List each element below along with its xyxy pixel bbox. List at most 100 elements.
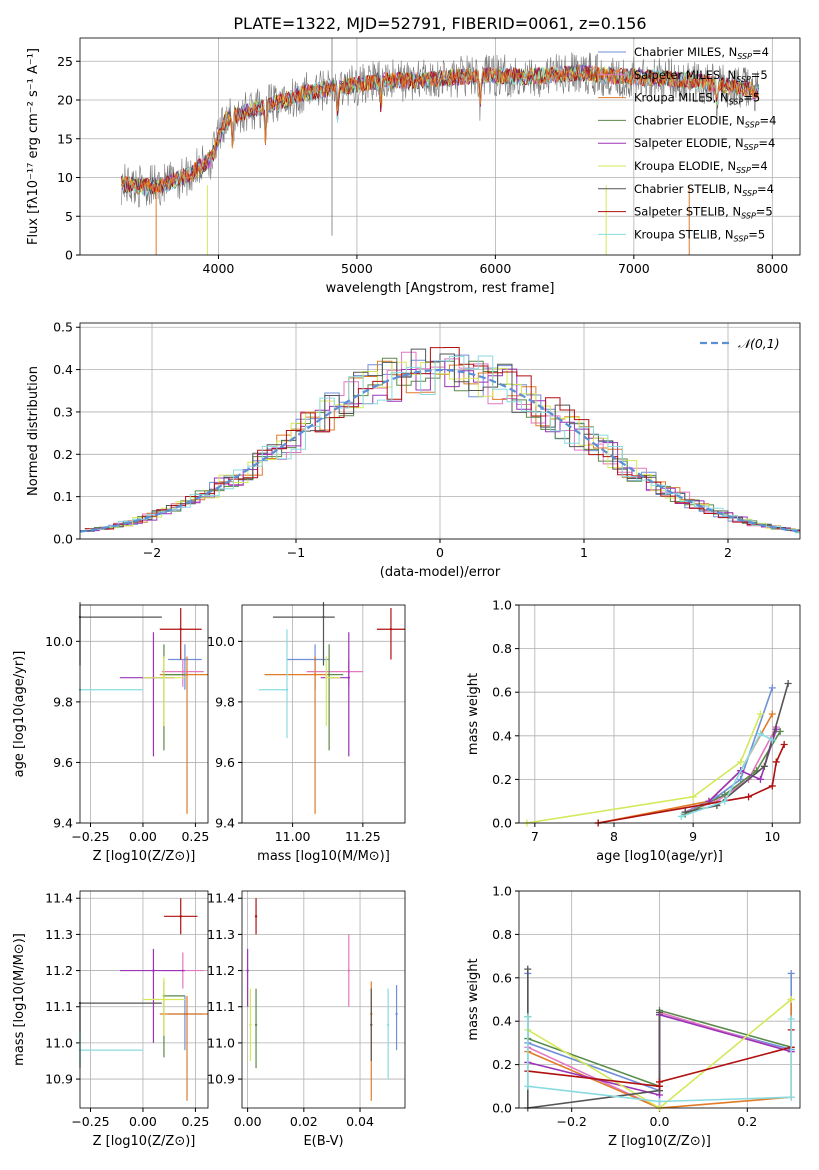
point-kroupa_elodie bbox=[162, 998, 166, 1001]
marker-kroupa_miles bbox=[768, 710, 776, 718]
marker-kroupa_stelib bbox=[756, 730, 764, 738]
axes-frame bbox=[79, 37, 801, 256]
y-tick-label: 0.0 bbox=[53, 532, 73, 547]
y-tick-label: 0.5 bbox=[53, 320, 73, 335]
y-axis-label: Flux [fλ10⁻¹⁷ erg cm⁻² s⁻¹ A⁻¹] bbox=[26, 48, 41, 245]
point-kroupa_elodie bbox=[162, 676, 166, 679]
series-kroupa_miles bbox=[598, 713, 773, 824]
y-tick-label: 0.6 bbox=[492, 970, 512, 985]
marker-salpeter_stelib bbox=[656, 1078, 663, 1086]
y-tick-label: 1.0 bbox=[492, 598, 512, 613]
point-salpeter_elodie bbox=[152, 969, 155, 972]
axes-frame bbox=[518, 890, 801, 1109]
axes-frame bbox=[241, 890, 406, 1109]
marker-chabrier_elodie bbox=[776, 727, 784, 735]
y-tick-label: 0.4 bbox=[492, 728, 512, 743]
legend-entry: Kroupa MILES, NSSP=5 bbox=[634, 91, 760, 107]
point-salpeter_stelib bbox=[389, 628, 393, 631]
point-salpeter_miles bbox=[181, 670, 185, 673]
marker-kroupa_stelib bbox=[677, 812, 685, 820]
y-tick-label: 11.3 bbox=[207, 927, 235, 942]
y-tick-label: 0.8 bbox=[492, 927, 512, 942]
y-tick-label: 11.1 bbox=[45, 999, 73, 1014]
y-tick-label: 10.0 bbox=[45, 634, 73, 649]
y-tick-label: 0.4 bbox=[492, 1014, 512, 1029]
x-tick-label: 0.04 bbox=[346, 1114, 374, 1129]
x-tick-label: 7000 bbox=[618, 261, 650, 276]
panel-weight_vs_Z: −0.2 0.0 0.2 0.0 0.2 0.4 0.6 0.8 1.0 Z [log10(Z/Z… bbox=[466, 884, 801, 1149]
marker-kroupa_stelib bbox=[524, 1082, 532, 1090]
point-chabrier_stelib bbox=[322, 615, 325, 619]
y-tick-label: 0.2 bbox=[492, 772, 512, 787]
x-axis-label: E(B-V) bbox=[303, 1134, 343, 1149]
x-tick-label: 4000 bbox=[203, 261, 235, 276]
marker-kroupa_stelib bbox=[656, 1097, 663, 1105]
x-tick-label: 9 bbox=[689, 829, 697, 844]
y-tick-label: 9.8 bbox=[215, 694, 235, 709]
axes-frame bbox=[241, 604, 406, 824]
y-tick-label: 5 bbox=[65, 209, 73, 224]
point-chabrier_elodie bbox=[327, 673, 331, 676]
spectrum-model-kroupa_miles bbox=[121, 63, 759, 195]
x-tick-label: 2 bbox=[724, 545, 732, 560]
y-tick-label: 0.1 bbox=[53, 489, 73, 504]
marker-salpeter_stelib bbox=[745, 793, 753, 801]
marker-chabrier_miles bbox=[787, 969, 795, 977]
y-tick-label: 0.2 bbox=[53, 447, 73, 462]
marker-chabrier_stelib bbox=[784, 679, 792, 687]
point-kroupa_miles bbox=[313, 673, 317, 676]
point-kroupa_miles bbox=[185, 1012, 189, 1016]
panel-spectrum: 4000 5000 6000 7000 8000 0 5 10 15 20 25 wavelength… bbox=[26, 37, 801, 296]
y-tick-label: 9.8 bbox=[53, 694, 73, 709]
x-axis-label: age [log10(age/yr)] bbox=[596, 849, 723, 864]
y-tick-label: 11.3 bbox=[45, 927, 73, 942]
series-chabrier_elodie bbox=[684, 730, 781, 816]
legend-entry: Salpeter STELIB, NSSP=5 bbox=[634, 205, 773, 221]
y-tick-label: 10 bbox=[57, 170, 73, 185]
x-axis-label: Z [log10(Z/Z⊙)] bbox=[608, 1134, 711, 1149]
marker-kroupa_stelib bbox=[768, 736, 776, 744]
x-tick-label: 0.0 bbox=[650, 1114, 670, 1129]
y-tick-label: 10.9 bbox=[45, 1072, 73, 1087]
x-tick-label: 7 bbox=[531, 829, 539, 844]
panel-mass_vs_Z: −0.25 0.00 0.25 10.9 11.0 11.1 11.2 11.3 11.4 Z [… bbox=[12, 890, 209, 1149]
x-tick-label: 0.25 bbox=[181, 829, 209, 844]
marker-chabrier_elodie bbox=[721, 791, 729, 799]
point-salpeter_stelib bbox=[179, 628, 182, 631]
marker-kroupa_elodie bbox=[737, 758, 745, 766]
y-tick-label: 15 bbox=[57, 131, 73, 146]
marker-salpeter_stelib bbox=[780, 741, 788, 749]
marker-kroupa_elodie bbox=[756, 710, 764, 718]
x-tick-label: −0.2 bbox=[557, 1114, 587, 1129]
axes-frame bbox=[79, 890, 209, 1109]
panel-mass_vs_ebv: 0.00 0.02 0.04 10.9 11.0 11.1 11.2 11.3 11.4 E(B-… bbox=[207, 890, 406, 1149]
point-kroupa_elodie bbox=[325, 676, 328, 679]
x-tick-label: 0.00 bbox=[234, 1114, 262, 1129]
point-kroupa_stelib bbox=[386, 1023, 390, 1027]
panel-weight_vs_age: 7 8 9 10 0.0 0.2 0.4 0.6 0.8 1.0 age [log10(age/yr… bbox=[466, 598, 801, 864]
y-tick-label: 11.1 bbox=[207, 999, 235, 1014]
point-salpeter_elodie bbox=[246, 969, 249, 972]
gaussian-curve bbox=[79, 368, 801, 533]
x-tick-label: 11.25 bbox=[345, 829, 381, 844]
x-tick-label: 0.2 bbox=[737, 1114, 757, 1129]
marker-chabrier_miles bbox=[768, 684, 776, 692]
marker-salpeter_elodie bbox=[756, 775, 764, 783]
legend-entry: Salpeter MILES, NSSP=5 bbox=[634, 68, 768, 84]
point-salpeter_miles bbox=[347, 969, 350, 972]
point-kroupa_miles bbox=[185, 673, 189, 676]
series-kroupa_elodie bbox=[526, 713, 762, 824]
y-tick-label: 0.4 bbox=[53, 362, 73, 377]
y-tick-label: 25 bbox=[57, 54, 73, 69]
x-tick-label: 5000 bbox=[341, 261, 373, 276]
y-tick-label: 11.2 bbox=[207, 963, 235, 978]
x-tick-label: 1 bbox=[580, 545, 588, 560]
point-kroupa_elodie bbox=[249, 1023, 252, 1027]
series-chabrier_stelib bbox=[527, 969, 661, 1109]
figure-title: PLATE=1322, MJD=52791, FIBERID=0061, z=0… bbox=[233, 14, 646, 33]
marker-kroupa_stelib bbox=[524, 1013, 532, 1021]
legend-entry: 𝒩(0,1) bbox=[738, 336, 780, 351]
x-tick-label: 0.00 bbox=[129, 829, 157, 844]
x-axis-label: mass [log10(M/M⊙)] bbox=[257, 849, 390, 864]
y-axis-label: mass [log10(M/M⊙)] bbox=[12, 933, 27, 1066]
